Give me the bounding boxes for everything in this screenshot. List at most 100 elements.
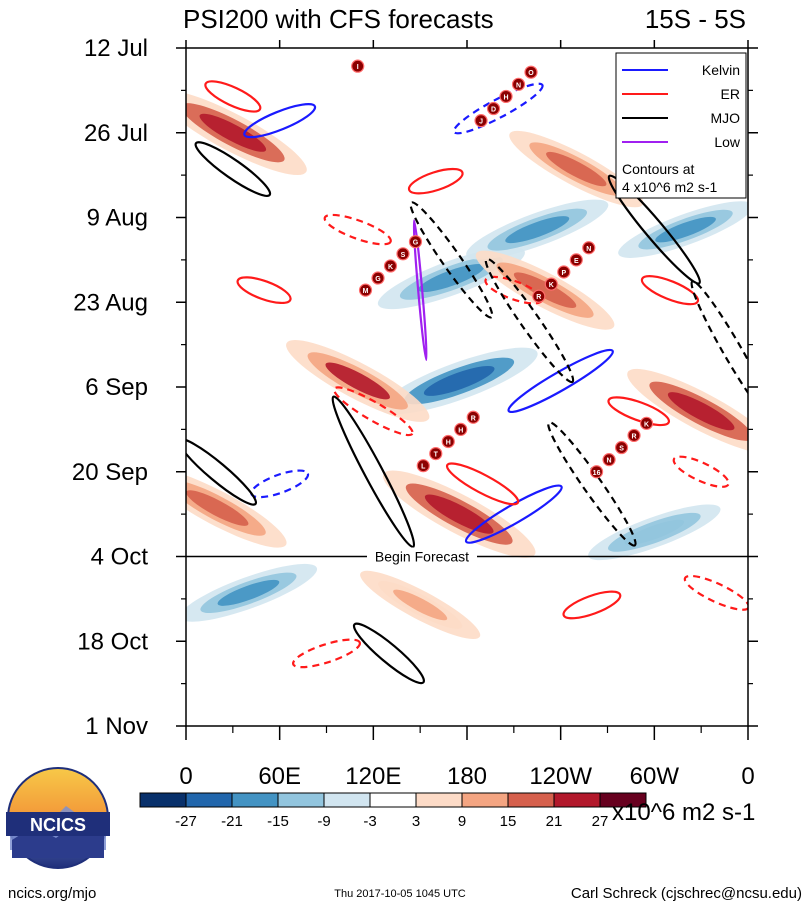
colorbar: -27 -21 -15 -9 -3 3 9 15 21 27 x10^6 m2 s-1	[139, 792, 755, 830]
svg-text:N: N	[516, 82, 521, 89]
svg-text:S: S	[401, 252, 406, 259]
svg-text:H: H	[458, 427, 463, 434]
svg-text:N: N	[586, 246, 591, 253]
contour-er	[236, 276, 292, 305]
svg-text:K: K	[388, 264, 393, 271]
colorbar-label: -15	[267, 813, 289, 830]
legend-box	[615, 52, 747, 199]
legend-label-low: Low	[714, 134, 741, 150]
colorbar-label: 21	[546, 813, 563, 830]
colorbar-swatch	[369, 792, 417, 808]
contour-er	[562, 590, 622, 620]
contour-mjo	[547, 421, 637, 547]
svg-text:S: S	[619, 446, 624, 453]
y-tick-label: 26 Jul	[84, 120, 148, 147]
colorbar-label: 9	[458, 813, 466, 830]
anomaly-band	[627, 368, 748, 454]
y-tick-label: 4 Oct	[91, 544, 149, 571]
storm-marker: P	[557, 265, 571, 279]
contour-er	[291, 638, 362, 669]
contour-er	[607, 396, 671, 427]
footer-author: Carl Schreck (cjschrec@ncsu.edu)	[571, 885, 802, 902]
legend-label-kelvin: Kelvin	[702, 62, 740, 78]
colorbar-swatch	[323, 792, 371, 808]
anomaly-band	[360, 570, 481, 640]
x-tick-label: 60E	[258, 763, 301, 790]
storm-marker: G	[408, 235, 423, 249]
svg-text:16: 16	[593, 470, 601, 477]
anomaly-band	[380, 347, 538, 415]
colorbar-label: -9	[317, 813, 330, 830]
svg-text:R: R	[632, 433, 637, 440]
storm-marker: H	[454, 422, 468, 436]
x-tick-label: 180	[447, 763, 487, 790]
colorbar-units: x10^6 m2 s-1	[612, 799, 755, 826]
legend-label-er: ER	[721, 86, 740, 102]
y-tick-label: 6 Sep	[85, 374, 148, 401]
colorbar-swatch	[415, 792, 463, 808]
storm-marker: N	[511, 77, 526, 91]
legend-note-line1: Contours at	[622, 161, 694, 177]
legend-note-line2: 4 x10^6 m2 s-1	[622, 179, 717, 195]
storm-marker: 16	[589, 465, 604, 479]
storm-marker: N	[582, 241, 596, 255]
contour-er	[640, 275, 700, 306]
anomaly-band	[286, 340, 430, 422]
y-tick-label: 12 Jul	[84, 35, 148, 62]
contour-kelvin	[507, 348, 614, 414]
x-tick-label: 0	[741, 763, 754, 790]
footer-timestamp: Thu 2017-10-05 1045 UTC	[334, 888, 466, 900]
colorbar-label: 27	[592, 813, 609, 830]
storm-marker: K	[639, 416, 654, 430]
contour-mjo	[484, 257, 575, 384]
contour-er	[323, 213, 392, 246]
contour-mjo	[194, 141, 272, 198]
storm-marker: R	[466, 410, 480, 424]
contour-mjo	[607, 174, 701, 285]
contour-er	[445, 462, 520, 506]
contour-er	[683, 574, 748, 611]
svg-text:H: H	[503, 94, 508, 101]
colorbar-swatch	[139, 792, 187, 808]
contour-kelvin	[452, 82, 544, 135]
footer-url[interactable]: ncics.org/mjo	[8, 885, 96, 902]
storm-marker: L	[416, 459, 430, 473]
svg-text:G: G	[375, 276, 381, 283]
y-tick-label: 9 Aug	[87, 205, 148, 232]
contour-mjo	[409, 201, 494, 319]
anomaly-band	[186, 468, 287, 548]
svg-text:R: R	[536, 294, 541, 301]
storm-marker: K	[383, 259, 398, 273]
anomaly-band	[382, 470, 536, 558]
storm-marker: O	[524, 65, 538, 79]
colorbar-swatch	[507, 792, 555, 808]
x-tick-label: 60W	[630, 763, 680, 790]
region-label: 15S - 5S	[645, 4, 746, 34]
colorbar-label: 15	[500, 813, 517, 830]
contour-mjo	[352, 622, 425, 685]
storm-marker: T	[429, 446, 443, 461]
x-tick-label: 120E	[345, 763, 401, 790]
svg-text:P: P	[561, 270, 566, 277]
contour-er	[333, 386, 414, 437]
contour-er	[672, 455, 730, 488]
storm-marker: I	[351, 59, 365, 73]
forecast-label: Begin Forecast	[375, 549, 469, 565]
storm-marker: H	[499, 89, 513, 104]
storm-marker: J	[474, 114, 488, 128]
colorbar-label: -3	[363, 813, 376, 830]
contour-low	[412, 219, 428, 361]
storm-marker: G	[371, 271, 385, 285]
svg-text:K: K	[549, 282, 554, 289]
contour-kelvin	[243, 103, 317, 139]
anomaly-band	[588, 504, 721, 561]
colorbar-swatch	[231, 792, 279, 808]
svg-text:E: E	[574, 258, 579, 265]
storm-marker: S	[614, 440, 629, 455]
y-tick-label: 23 Aug	[73, 289, 148, 316]
svg-text:J: J	[479, 119, 483, 126]
svg-text:L: L	[421, 464, 426, 471]
contour-kelvin	[464, 484, 563, 544]
colorbar-swatch	[461, 792, 509, 808]
legend-label-mjo: MJO	[710, 110, 740, 126]
